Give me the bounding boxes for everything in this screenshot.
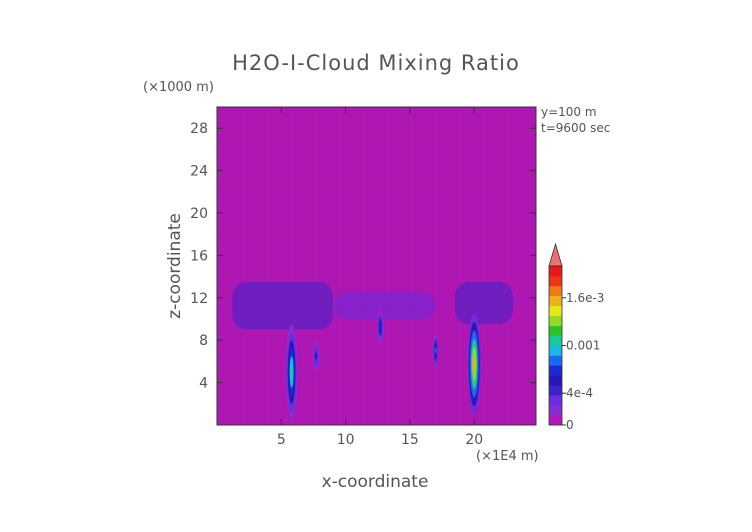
colorbar-segment (549, 315, 562, 326)
colorbar-segment (549, 385, 562, 396)
y-tick-label: 16 (190, 248, 208, 264)
plume-contour (379, 323, 382, 331)
y-tick-label: 12 (190, 291, 208, 307)
colorbar-extend-arrow (548, 242, 563, 267)
colorbar-segment (549, 335, 562, 346)
y-tick-label: 28 (190, 121, 208, 137)
colorbar-segment (549, 325, 562, 336)
x-tick-label: 20 (465, 432, 483, 448)
plume-contour (434, 348, 437, 354)
colorbar-segment (549, 375, 562, 386)
colorbar-segment (549, 266, 562, 277)
plume-contour (290, 364, 293, 380)
annotation-t: t=9600 sec (541, 121, 610, 135)
colorbar: 0 4e-4 0.001 1.6e-3 (548, 242, 604, 432)
plume-contour (315, 353, 318, 359)
y-tick-label: 4 (199, 376, 208, 392)
colorbar-tick-label: 4e-4 (566, 386, 593, 400)
colorbar-segment (549, 365, 562, 376)
x-tick-label: 10 (337, 432, 355, 448)
colorbar-segment (549, 395, 562, 406)
colorbar-tick-label: 0.001 (566, 339, 600, 353)
colorbar-segment (549, 415, 562, 426)
y-tick-label: 24 (190, 164, 208, 180)
x-unit-label: (×1E4 m) (476, 449, 539, 464)
y-axis-ticks: 4 8 12 16 20 24 28 (190, 121, 536, 392)
colorbar-segment (549, 275, 562, 287)
x-tick-label: 15 (401, 432, 419, 448)
colorbar-segment (549, 295, 562, 307)
cloud-layer (332, 292, 436, 319)
y-tick-label: 8 (199, 333, 208, 349)
x-tick-label: 5 (277, 432, 286, 448)
cloud-layer (454, 281, 513, 325)
x-axis-label: x-coordinate (322, 472, 429, 492)
colorbar-segment (549, 305, 562, 316)
y-tick-label: 20 (190, 206, 208, 222)
plot-hatch (217, 107, 536, 425)
colorbar-segment (549, 345, 562, 356)
plot-frame (216, 106, 537, 426)
cloud-layer (232, 281, 333, 330)
y-unit-label: (×1000 m) (143, 80, 214, 95)
data-features (232, 281, 513, 420)
colorbar-segment (549, 285, 562, 297)
annotation-y: y=100 m (541, 105, 597, 119)
colorbar-tick-label: 0 (566, 418, 574, 432)
colorbar-tick-label: 1.6e-3 (566, 291, 604, 305)
y-axis-label: z-coordinate (165, 213, 185, 319)
colorbar-segment (549, 355, 562, 366)
x-axis-ticks: 5 10 15 20 (277, 107, 483, 448)
chart-title: H2O-I-Cloud Mixing Ratio (232, 51, 520, 75)
colorbar-segment (549, 405, 562, 416)
plume-contour (473, 355, 476, 373)
